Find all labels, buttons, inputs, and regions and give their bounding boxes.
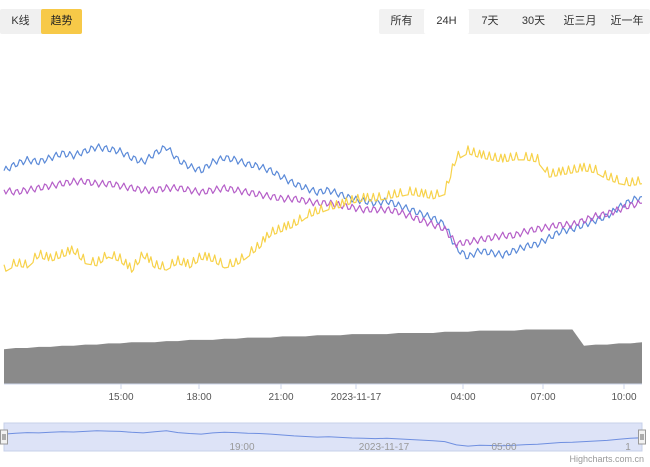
toggle-trend-button[interactable]: 趋势 [41, 9, 82, 34]
range-tab-24h[interactable]: 24H [424, 9, 469, 34]
x-tick-label: 18:00 [186, 392, 211, 403]
range-tab-1y[interactable]: 近一年 [610, 15, 644, 27]
x-tick-label: 10:00 [611, 392, 636, 403]
toggle-kline-button[interactable]: K线 [11, 15, 30, 27]
series-line-blue [3, 143, 643, 260]
series-line-purple [3, 177, 643, 249]
x-tick-label: 04:00 [450, 392, 475, 403]
volume-area [4, 329, 642, 384]
price-lines [3, 143, 643, 273]
navigator-tick-label: 19:00 [229, 442, 254, 453]
x-tick-label: 21:00 [268, 392, 293, 403]
range-selector: 所有 24H 7天 30天 近三月 近一年 [379, 9, 650, 34]
x-tick-label: 15:00 [108, 392, 133, 403]
chart-type-toggle: K线 趋势 [0, 9, 82, 34]
range-tab-7d[interactable]: 7天 [481, 15, 499, 27]
x-axis: 15:00 18:00 21:00 2023-11-17 04:00 07:00 10:00 [4, 383, 642, 403]
chart-credit[interactable]: Highcharts.com.cn [569, 454, 644, 464]
range-tab-all[interactable]: 所有 [390, 15, 413, 27]
navigator-tick-label: 05:00 [491, 442, 516, 453]
range-tab-30d[interactable]: 30天 [521, 15, 546, 27]
range-tab-3m[interactable]: 近三月 [563, 15, 597, 27]
navigator[interactable]: 19:00 2023-11-17 05:00 1 [0, 422, 646, 453]
series-line-yellow [3, 145, 643, 273]
navigator-handle-right[interactable] [638, 429, 646, 445]
navigator-tick-label: 2023-11-17 [359, 442, 410, 453]
x-tick-label: 2023-11-17 [331, 392, 382, 403]
x-tick-label: 07:00 [530, 392, 555, 403]
navigator-series [3, 430, 643, 447]
volume-area-shape [4, 329, 642, 384]
navigator-tick-label: 1 [625, 442, 631, 453]
navigator-handle-left[interactable] [0, 429, 8, 445]
